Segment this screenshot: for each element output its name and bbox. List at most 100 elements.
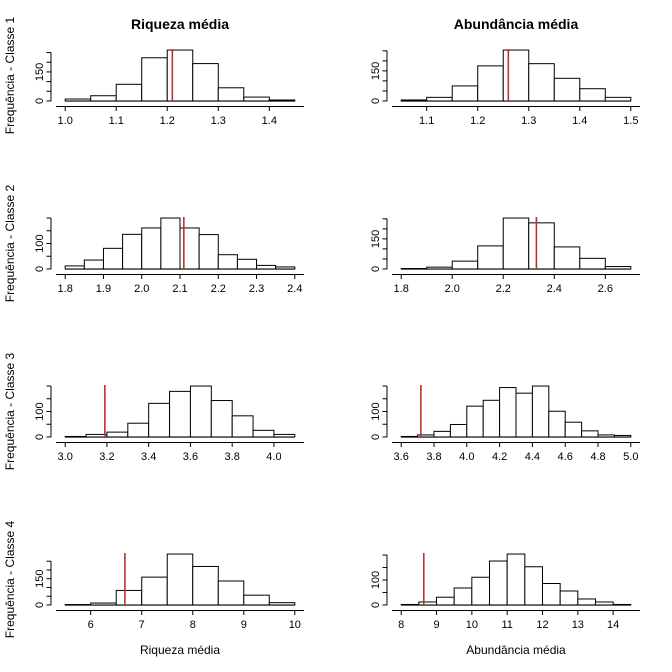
y-tick-label: 0	[370, 266, 382, 272]
x-tick-label: 4.0	[459, 451, 474, 463]
histogram-bar	[506, 553, 526, 606]
x-tick-label: 1.4	[262, 115, 277, 127]
histogram-bar	[115, 83, 143, 102]
x-tick-label: 2.0	[134, 283, 149, 295]
histogram-panel: 1.0 1.1 1.2 1.3 1.4 0 150 Riqueza média Frequênc…	[3, 16, 304, 134]
histogram-bar	[477, 245, 504, 270]
x-tick-label: 2.2	[211, 283, 226, 295]
x-tick-label: 3.8	[426, 451, 441, 463]
histogram-panel: 3.6 3.8 4.0 4.2 4.4 4.6 4.8 5.0 0 100	[370, 385, 640, 463]
x-tick-label: 1.2	[160, 115, 175, 127]
histogram-bar	[141, 57, 168, 102]
histogram-bar	[597, 434, 615, 438]
histogram-bars	[400, 553, 632, 606]
histogram-bar	[553, 246, 581, 270]
histogram-panel: 6 7 8 9 10 0 150 Frequência - Classe 4 Riqueza m…	[3, 520, 304, 657]
histogram-bar	[466, 405, 484, 438]
x-tick-label: 1.8	[394, 283, 409, 295]
x-tick-label: 3.2	[99, 451, 114, 463]
histogram-bar	[594, 601, 614, 606]
histogram-bar	[243, 594, 270, 606]
histogram-bar	[166, 49, 194, 102]
histogram-bar	[148, 402, 171, 438]
x-tick-label: 4.4	[525, 451, 540, 463]
y-tick-label: 150	[370, 62, 382, 80]
y-tick-label: 100	[370, 402, 382, 420]
panel-title: Abundância média	[454, 16, 579, 32]
histogram-bar	[115, 589, 143, 606]
histogram-bars	[400, 217, 632, 270]
histogram-bar	[515, 392, 533, 438]
histogram-bars	[64, 385, 296, 438]
histogram-bar	[256, 264, 277, 270]
histogram-bar	[231, 415, 254, 438]
histogram-bar	[198, 234, 219, 270]
y-tick-label: 100	[34, 402, 46, 420]
x-tick-label: 10	[289, 619, 301, 631]
x-tick-label: 2.3	[249, 283, 264, 295]
histogram-bar	[548, 410, 566, 438]
histogram-bar	[581, 430, 599, 438]
histogram-bar	[400, 99, 428, 102]
histogram-panel: 1.1 1.2 1.3 1.4 1.5 0 150 Abundância média	[370, 16, 640, 127]
x-tick-label: 1.3	[211, 115, 226, 127]
y-tick-label: 100	[34, 234, 46, 252]
histogram-bar	[217, 254, 238, 270]
histogram-bar	[273, 433, 296, 438]
histogram-bar	[604, 96, 632, 102]
histogram-bar	[451, 260, 479, 270]
x-tick-label: 7	[139, 619, 145, 631]
histogram-bar	[268, 99, 296, 102]
x-axis-title: Riqueza média	[140, 643, 220, 657]
histogram-bar	[85, 433, 108, 438]
histogram-bar	[106, 431, 129, 438]
histogram-bar	[236, 258, 258, 270]
histogram-bar	[604, 266, 632, 270]
histogram-panel: 8 9 10 11 12 13 14 0 100 Abundância média	[370, 553, 640, 657]
histogram-bar	[564, 421, 583, 438]
x-tick-label: 2.1	[172, 283, 187, 295]
histogram-bar	[436, 596, 455, 606]
x-tick-label: 3.8	[225, 451, 240, 463]
y-tick-label: 100	[370, 571, 382, 589]
y-tick-label: 0	[370, 602, 382, 608]
histogram-bar	[192, 63, 219, 102]
histogram-bar	[189, 385, 212, 438]
x-tick-label: 4.2	[492, 451, 507, 463]
x-tick-label: 4.8	[590, 451, 605, 463]
histogram-bar	[400, 435, 419, 438]
x-tick-label: 4.0	[266, 451, 281, 463]
histogram-panel: 3.0 3.2 3.4 3.6 3.8 4.0 0 100 Frequência - Class…	[3, 352, 304, 470]
x-tick-label: 13	[572, 619, 584, 631]
y-tick-label: 0	[34, 98, 46, 104]
x-tick-label: 12	[536, 619, 548, 631]
histogram-bar	[613, 434, 632, 438]
histogram-bar	[243, 96, 270, 102]
histogram-bar	[499, 387, 517, 438]
histogram-bar	[192, 565, 219, 606]
histogram-bar	[127, 422, 150, 438]
x-tick-label: 1.4	[572, 115, 587, 127]
histogram-bar	[268, 602, 296, 606]
histogram-bar	[577, 598, 596, 606]
histogram-bar	[417, 434, 435, 438]
y-tick-label: 0	[34, 602, 46, 608]
histogram-bar	[433, 430, 451, 438]
histogram-bar	[160, 217, 181, 270]
y-tick-label: 0	[370, 98, 382, 104]
histogram-bar	[477, 65, 504, 102]
histogram-bar	[169, 390, 191, 438]
y-axis-title: Frequência - Classe 3	[3, 352, 17, 470]
histogram-bar	[210, 400, 233, 438]
x-tick-label: 5.0	[623, 451, 638, 463]
x-tick-label: 6	[88, 619, 94, 631]
histogram-bar	[64, 98, 92, 102]
y-tick-label: 0	[370, 434, 382, 440]
histogram-bar	[449, 423, 468, 438]
y-tick-label: 150	[34, 63, 46, 81]
histogram-bar	[453, 587, 473, 606]
x-tick-label: 1.8	[58, 283, 73, 295]
x-tick-label: 2.4	[547, 283, 562, 295]
